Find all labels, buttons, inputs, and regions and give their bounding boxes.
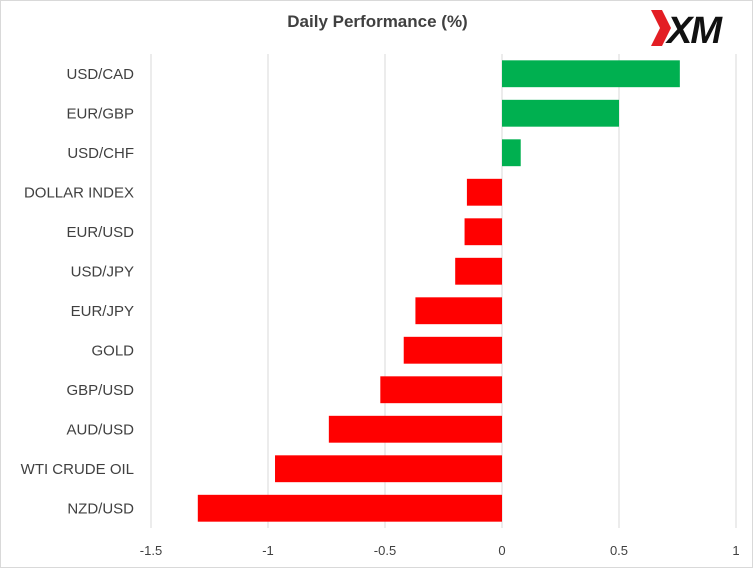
- bar: [328, 415, 502, 443]
- bar: [466, 178, 502, 206]
- x-tick-label: 0.5: [610, 543, 628, 558]
- category-label: EUR/USD: [66, 224, 134, 241]
- x-tick-label: 1: [732, 543, 739, 558]
- bar: [455, 257, 502, 285]
- x-tick-label: -1.5: [140, 543, 162, 558]
- xm-logo: XM: [651, 10, 725, 49]
- category-label: NZD/USD: [67, 500, 134, 517]
- category-label: USD/JPY: [71, 263, 134, 280]
- x-tick-label: -0.5: [374, 543, 396, 558]
- category-label: USD/CAD: [66, 66, 134, 83]
- category-label: WTI CRUDE OIL: [21, 461, 134, 478]
- bar: [403, 336, 502, 364]
- bar: [197, 494, 503, 522]
- bar: [502, 99, 619, 127]
- category-label: USD/CHF: [67, 145, 134, 162]
- x-tick-label: -1: [262, 543, 274, 558]
- x-tick-label: 0: [498, 543, 505, 558]
- bar: [275, 455, 502, 483]
- category-label: GBP/USD: [66, 382, 134, 399]
- category-label: AUD/USD: [66, 421, 134, 438]
- bar: [502, 139, 521, 167]
- category-label: DOLLAR INDEX: [24, 184, 134, 201]
- bar: [502, 60, 680, 88]
- category-label: EUR/JPY: [71, 303, 134, 320]
- chart-title: Daily Performance (%): [287, 12, 468, 31]
- svg-text:XM: XM: [665, 10, 723, 49]
- category-label: EUR/GBP: [66, 105, 134, 122]
- bar: [380, 376, 502, 404]
- category-label: GOLD: [91, 342, 134, 359]
- bar: [464, 218, 502, 246]
- bar: [415, 297, 502, 325]
